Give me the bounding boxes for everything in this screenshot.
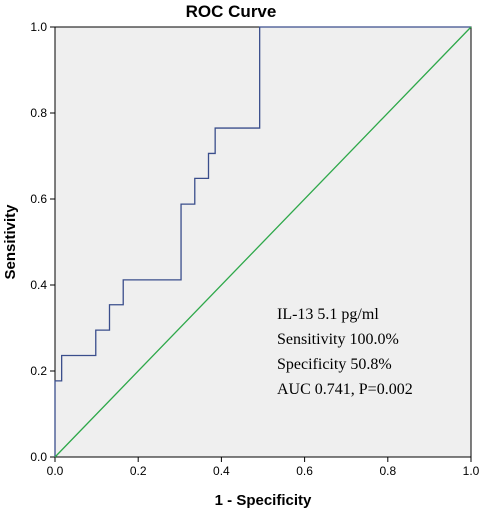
- y-axis-label: Sensitivity: [2, 204, 19, 280]
- annotation-line: AUC 0.741, P=0.002: [277, 381, 413, 398]
- annotation-line: Specificity 50.8%: [277, 356, 392, 373]
- y-tick-label: 0.4: [30, 278, 47, 292]
- annotation-block: IL-13 5.1 pg/ml Sensitivity 100.0% Specifi…: [277, 306, 413, 398]
- y-tick-label: 0.8: [30, 106, 47, 120]
- roc-curve-line: [54, 26, 471, 457]
- x-axis-label: 1 - Specificity: [215, 492, 312, 509]
- x-tick-label: 0.4: [213, 464, 230, 478]
- y-tick-label: 0.0: [30, 450, 47, 464]
- annotation-line: Sensitivity 100.0%: [277, 331, 399, 348]
- y-tick-label: 1.0: [30, 20, 47, 34]
- x-tick-label: 0.0: [47, 464, 64, 478]
- x-tick-label: 0.8: [379, 464, 396, 478]
- reference-diagonal-line: [54, 26, 472, 458]
- axis-ticks: 0.0 0.2 0.4 0.6 0.8 1.0 0.0 0.2 0.4 0.6 0.8 1.0: [30, 20, 479, 478]
- series-group: [54, 26, 472, 458]
- annotation-line: IL-13 5.1 pg/ml: [277, 306, 379, 323]
- x-tick-label: 0.6: [296, 464, 313, 478]
- y-tick-label: 0.6: [30, 192, 47, 206]
- chart-title: ROC Curve: [186, 2, 277, 21]
- x-tick-label: 0.2: [130, 464, 147, 478]
- x-tick-label: 1.0: [463, 464, 480, 478]
- y-tick-label: 0.2: [30, 364, 47, 378]
